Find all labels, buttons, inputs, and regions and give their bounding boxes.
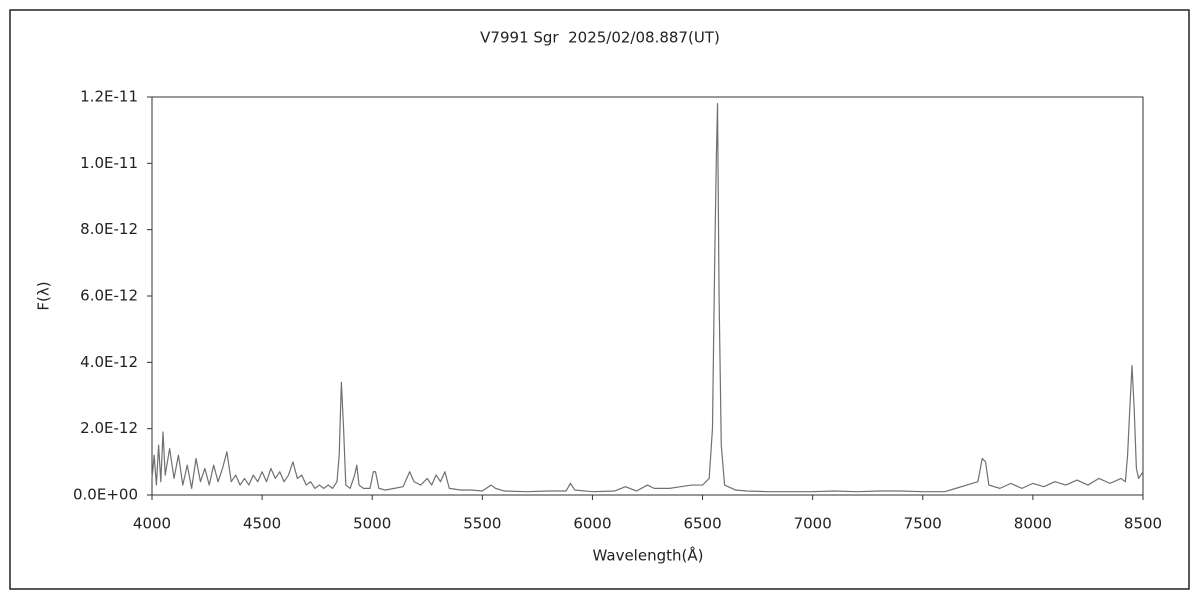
- x-tick-label: 6500: [683, 515, 721, 533]
- x-tick-label: 7000: [794, 515, 832, 533]
- y-tick-label: 1.0E-11: [80, 154, 138, 172]
- y-tick-label: 4.0E-12: [80, 353, 138, 371]
- y-tick-label: 2.0E-12: [80, 419, 138, 437]
- y-tick-label: 6.0E-12: [80, 287, 138, 305]
- y-tick-label: 8.0E-12: [80, 220, 138, 238]
- plot-frame: [151, 96, 1144, 496]
- x-tick-label: 8000: [1014, 515, 1052, 533]
- y-axis-label: F(λ): [35, 281, 53, 310]
- x-tick-label: 5000: [353, 515, 391, 533]
- x-axis-label: Wavelength(Å): [593, 546, 704, 565]
- x-tick-label: 7500: [904, 515, 942, 533]
- x-tick-label: 5500: [463, 515, 501, 533]
- x-tick-label: 4000: [133, 515, 171, 533]
- y-tick-label: 0.0E+00: [73, 486, 138, 504]
- x-tick-label: 8500: [1124, 515, 1162, 533]
- x-tick-label: 4500: [243, 515, 281, 533]
- spectrum-line: [151, 103, 1144, 493]
- x-tick-label: 6000: [573, 515, 611, 533]
- chart-title: V7991 Sgr 2025/02/08.887(UT): [480, 29, 720, 47]
- y-tick-label: 1.2E-11: [80, 88, 138, 106]
- outer-frame: [9, 9, 1190, 590]
